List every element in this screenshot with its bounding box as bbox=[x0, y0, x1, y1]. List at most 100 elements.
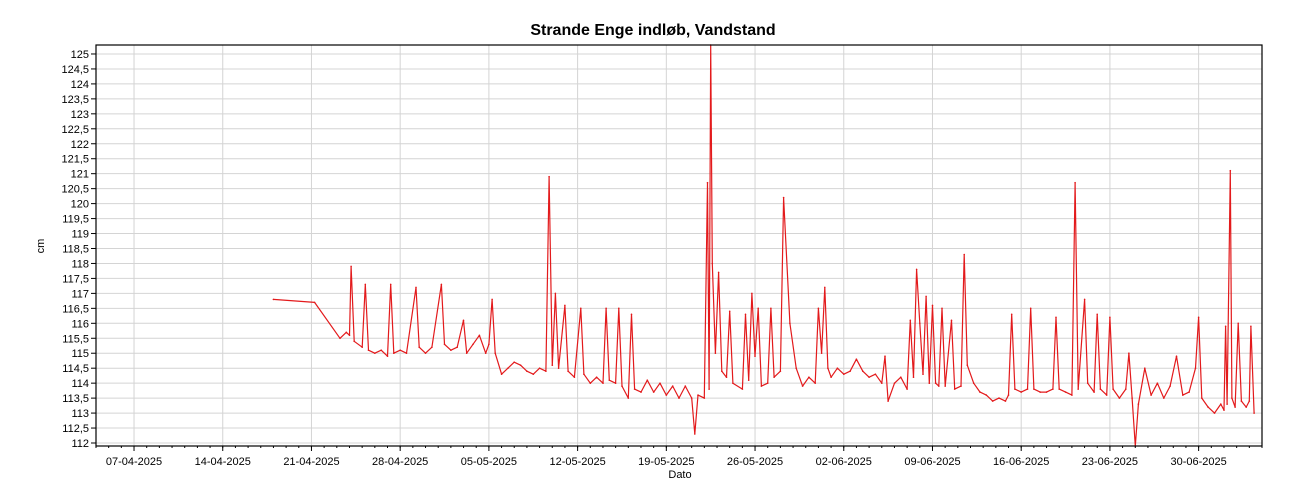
data-point bbox=[614, 382, 617, 385]
data-point bbox=[1182, 394, 1184, 396]
x-tick-label: 23-06-2025 bbox=[1082, 456, 1138, 468]
data-point bbox=[950, 319, 953, 322]
data-point bbox=[773, 376, 775, 379]
data-point bbox=[564, 304, 566, 307]
data-point bbox=[757, 307, 759, 310]
data-point bbox=[717, 271, 720, 274]
data-point bbox=[728, 310, 731, 313]
data-point bbox=[532, 373, 535, 376]
data-point bbox=[1201, 397, 1203, 399]
x-tick-label: 12-05-2025 bbox=[549, 456, 605, 468]
data-point bbox=[1197, 316, 1200, 319]
data-point bbox=[580, 307, 582, 310]
data-point bbox=[415, 286, 417, 289]
data-point bbox=[456, 346, 459, 349]
data-point bbox=[893, 382, 896, 385]
data-point bbox=[931, 304, 934, 307]
y-tick-label: 115 bbox=[71, 348, 89, 360]
data-point bbox=[703, 397, 706, 399]
data-point bbox=[925, 295, 927, 298]
data-point bbox=[671, 385, 674, 387]
data-point bbox=[513, 361, 515, 364]
y-tick-label: 121,5 bbox=[61, 154, 89, 166]
data-point bbox=[1074, 181, 1076, 184]
data-point bbox=[972, 382, 975, 385]
data-point bbox=[424, 352, 427, 355]
y-tick-label: 123 bbox=[71, 109, 89, 121]
data-point bbox=[361, 346, 364, 349]
data-point bbox=[830, 376, 832, 379]
data-point bbox=[313, 301, 316, 304]
y-tick-label: 114 bbox=[71, 378, 89, 390]
data-point bbox=[627, 397, 630, 399]
data-point bbox=[1096, 313, 1098, 316]
data-point bbox=[751, 292, 753, 295]
data-point bbox=[922, 373, 924, 376]
y-tick-label: 116 bbox=[71, 318, 89, 330]
data-point bbox=[966, 364, 969, 367]
data-point bbox=[353, 340, 356, 343]
series-line bbox=[273, 44, 1255, 447]
y-tick-label: 125 bbox=[71, 49, 89, 61]
data-point bbox=[1248, 400, 1251, 402]
data-point bbox=[1156, 382, 1159, 385]
data-point bbox=[1007, 394, 1010, 396]
x-axis-label: Dato bbox=[668, 469, 691, 481]
y-tick-label: 114,5 bbox=[62, 363, 89, 375]
y-tick-label: 124 bbox=[71, 79, 89, 91]
data-point bbox=[1226, 403, 1228, 405]
data-point bbox=[938, 385, 940, 387]
data-point bbox=[1229, 169, 1232, 172]
data-point bbox=[934, 382, 937, 385]
data-point bbox=[678, 397, 680, 399]
x-tick-label: 16-06-2025 bbox=[993, 456, 1049, 468]
data-point bbox=[646, 379, 649, 382]
data-point bbox=[900, 376, 902, 379]
y-tick-label: 119,5 bbox=[62, 214, 89, 226]
data-point bbox=[484, 352, 487, 355]
data-point bbox=[551, 364, 554, 367]
data-point bbox=[928, 382, 931, 385]
data-point bbox=[1086, 382, 1089, 385]
y-tick-label: 118,5 bbox=[62, 243, 89, 255]
y-tick-label: 120 bbox=[71, 199, 89, 211]
data-point bbox=[801, 385, 804, 387]
data-point bbox=[500, 373, 503, 376]
y-tick-label: 113,5 bbox=[62, 393, 89, 405]
data-point bbox=[721, 370, 723, 373]
data-point bbox=[1064, 391, 1067, 393]
data-point bbox=[862, 370, 864, 373]
data-point bbox=[1112, 388, 1114, 390]
data-point bbox=[1105, 394, 1108, 396]
data-point bbox=[567, 370, 569, 373]
data-point bbox=[754, 355, 756, 358]
data-point bbox=[1207, 406, 1209, 408]
x-tick-label: 02-06-2025 bbox=[816, 456, 872, 468]
data-point bbox=[985, 394, 988, 396]
data-point bbox=[1014, 388, 1016, 390]
data-point bbox=[732, 382, 734, 385]
data-point bbox=[714, 352, 717, 355]
data-point bbox=[1077, 388, 1079, 390]
data-point bbox=[849, 370, 851, 373]
data-point bbox=[389, 283, 392, 286]
data-point bbox=[393, 352, 395, 355]
data-point bbox=[915, 268, 918, 271]
data-point bbox=[583, 373, 585, 376]
data-point bbox=[684, 385, 687, 387]
data-point bbox=[573, 376, 576, 379]
data-point bbox=[1131, 397, 1133, 399]
data-point bbox=[605, 307, 607, 310]
data-point bbox=[548, 175, 550, 178]
data-point bbox=[1093, 391, 1095, 393]
data-point bbox=[554, 292, 557, 295]
series-layer bbox=[272, 44, 1255, 447]
data-point bbox=[941, 307, 943, 310]
data-point bbox=[782, 196, 785, 199]
data-point bbox=[770, 307, 772, 310]
x-tick-label: 07-04-2025 bbox=[106, 456, 162, 468]
data-point bbox=[760, 385, 763, 387]
y-tick-label: 120,5 bbox=[61, 184, 89, 196]
data-point bbox=[431, 346, 433, 349]
data-point bbox=[602, 382, 604, 385]
